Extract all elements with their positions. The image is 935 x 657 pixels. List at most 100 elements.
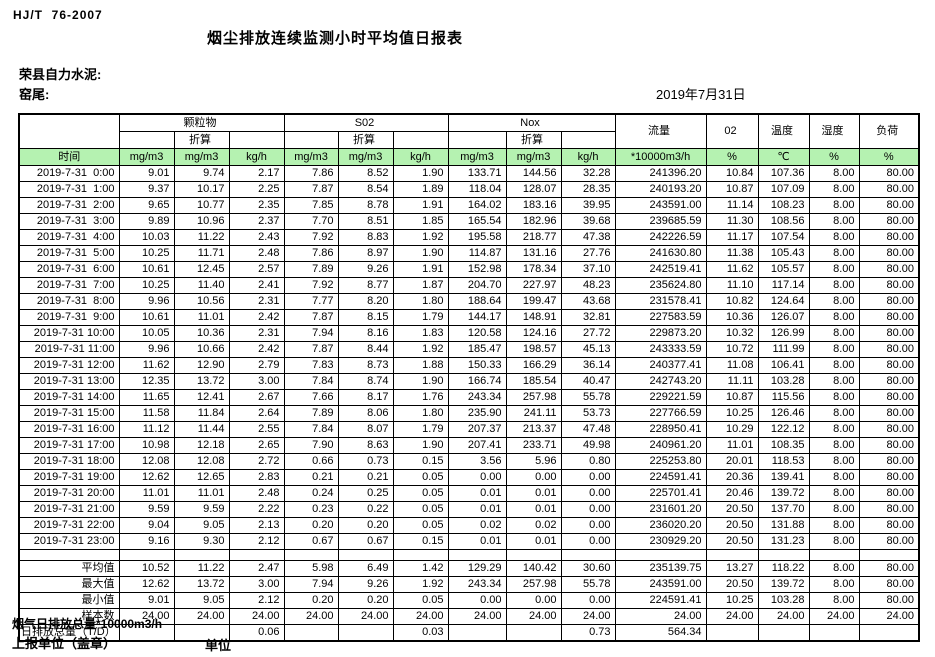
time-cell: 2019-7-31 7:00 (18, 277, 120, 294)
value-cell: 9.96 (118, 293, 175, 310)
summary-row: 平均值 10.52 11.22 2.47 5.98 6.49 1.42 129.29 140.4… (18, 560, 920, 577)
value-cell: 7.77 (283, 293, 339, 310)
value-cell: 20.01 (705, 453, 759, 470)
value-cell: 80.00 (858, 560, 920, 577)
value-cell: 150.33 (447, 357, 507, 374)
value-cell: 1.85 (392, 213, 449, 230)
value-cell: 24.00 (392, 608, 449, 625)
report-date: 2019年7月31日 (656, 87, 746, 102)
value-cell: 27.76 (560, 245, 616, 262)
value-cell: 8.00 (808, 576, 860, 593)
value-cell: 28.35 (560, 181, 616, 198)
value-cell: 240193.20 (614, 181, 707, 198)
value-cell: 8.00 (808, 277, 860, 294)
value-cell: 55.78 (560, 389, 616, 406)
value-cell: 9.74 (173, 165, 230, 182)
value-cell: 8.00 (808, 229, 860, 246)
time-cell: 2019-7-31 4:00 (18, 229, 120, 246)
table-row: 2019-7-31 0:00 9.01 9.74 2.17 7.86 8.52 1.90 13… (18, 165, 920, 182)
empty-cell (228, 549, 285, 561)
value-cell: 241.11 (505, 405, 562, 422)
value-cell: 11.38 (705, 245, 759, 262)
value-cell: 7.83 (283, 357, 339, 374)
value-cell (858, 624, 920, 642)
value-cell: 8.00 (808, 373, 860, 390)
value-cell: 32.28 (560, 165, 616, 182)
value-cell: 11.12 (118, 421, 175, 438)
value-cell: 165.54 (447, 213, 507, 230)
value-cell: 80.00 (858, 277, 920, 294)
value-cell: 164.02 (447, 197, 507, 214)
value-cell: 36.14 (560, 357, 616, 374)
value-cell: 80.00 (858, 373, 920, 390)
value-cell: 10.96 (173, 213, 230, 230)
value-cell: 8.00 (808, 293, 860, 310)
value-cell: 144.17 (447, 309, 507, 326)
value-cell: 0.00 (560, 501, 616, 518)
value-cell: 144.56 (505, 165, 562, 182)
value-cell: 10.03 (118, 229, 175, 246)
value-cell: 8.17 (337, 389, 394, 406)
time-cell: 2019-7-31 18:00 (18, 453, 120, 470)
table-row: 2019-7-31 1:00 9.37 10.17 2.25 7.87 8.54 1.89 1… (18, 181, 920, 198)
value-cell: 242519.41 (614, 261, 707, 278)
value-cell: 11.22 (173, 560, 230, 577)
value-cell: 37.10 (560, 261, 616, 278)
table-row: 2019-7-31 9:00 10.61 11.01 2.42 7.87 8.15 1.79… (18, 309, 920, 326)
unit-cell: kg/h (560, 148, 616, 166)
value-cell: 124.16 (505, 325, 562, 342)
value-cell: 5.96 (505, 453, 562, 470)
value-cell: 9.59 (118, 501, 175, 518)
value-cell: 207.37 (447, 421, 507, 438)
table-row: 2019-7-31 2:00 9.65 10.77 2.35 7.85 8.78 1.91 1… (18, 197, 920, 214)
value-cell: 122.12 (757, 421, 810, 438)
value-cell: 0.00 (505, 592, 562, 609)
value-cell: 0.02 (447, 517, 507, 534)
value-cell: 1.90 (392, 437, 449, 454)
value-cell: 24.00 (337, 608, 394, 625)
value-cell: 80.00 (858, 421, 920, 438)
value-cell: 8.00 (808, 325, 860, 342)
converted-label-nox: 折算 (505, 131, 562, 149)
value-cell: 2.42 (228, 341, 285, 358)
value-cell: 111.99 (757, 341, 810, 358)
value-cell: 188.64 (447, 293, 507, 310)
value-cell: 2.48 (228, 245, 285, 262)
value-cell: 24.00 (858, 608, 920, 625)
value-cell: 204.70 (447, 277, 507, 294)
value-cell: 108.23 (757, 197, 810, 214)
value-cell: 1.92 (392, 229, 449, 246)
value-cell: 166.29 (505, 357, 562, 374)
value-cell: 207.41 (447, 437, 507, 454)
value-cell: 183.16 (505, 197, 562, 214)
value-cell: 7.84 (283, 373, 339, 390)
value-cell: 105.43 (757, 245, 810, 262)
unit-cell: mg/m3 (337, 148, 394, 166)
value-cell: 103.28 (757, 373, 810, 390)
value-cell: 10.25 (118, 245, 175, 262)
value-cell: 0.01 (505, 501, 562, 518)
value-cell: 233.71 (505, 437, 562, 454)
value-cell: 8.00 (808, 421, 860, 438)
value-cell: 2.43 (228, 229, 285, 246)
value-cell: 0.01 (447, 533, 507, 550)
value-cell: 80.00 (858, 533, 920, 550)
value-cell: 0.05 (392, 592, 449, 609)
time-cell: 2019-7-31 15:00 (18, 405, 120, 422)
value-cell: 80.00 (858, 405, 920, 422)
value-cell (447, 624, 507, 642)
unit-cell: mg/m3 (447, 148, 507, 166)
value-cell: 80.00 (858, 309, 920, 326)
group-header-row: 颗粒物 S02 Nox 流量 02 温度 湿度 负荷 (18, 113, 920, 149)
value-cell: 241396.20 (614, 165, 707, 182)
value-cell: 8.00 (808, 501, 860, 518)
value-cell: 1.87 (392, 277, 449, 294)
value-cell: 7.92 (283, 277, 339, 294)
company-name: 荣县自力水泥: (19, 67, 102, 82)
value-cell: 131.88 (757, 517, 810, 534)
converted-label-so2: 折算 (337, 131, 394, 149)
value-cell: 7.85 (283, 197, 339, 214)
empty-cell (757, 549, 810, 561)
time-cell: 2019-7-31 17:00 (18, 437, 120, 454)
unit-cell: *10000m3/h (614, 148, 707, 166)
